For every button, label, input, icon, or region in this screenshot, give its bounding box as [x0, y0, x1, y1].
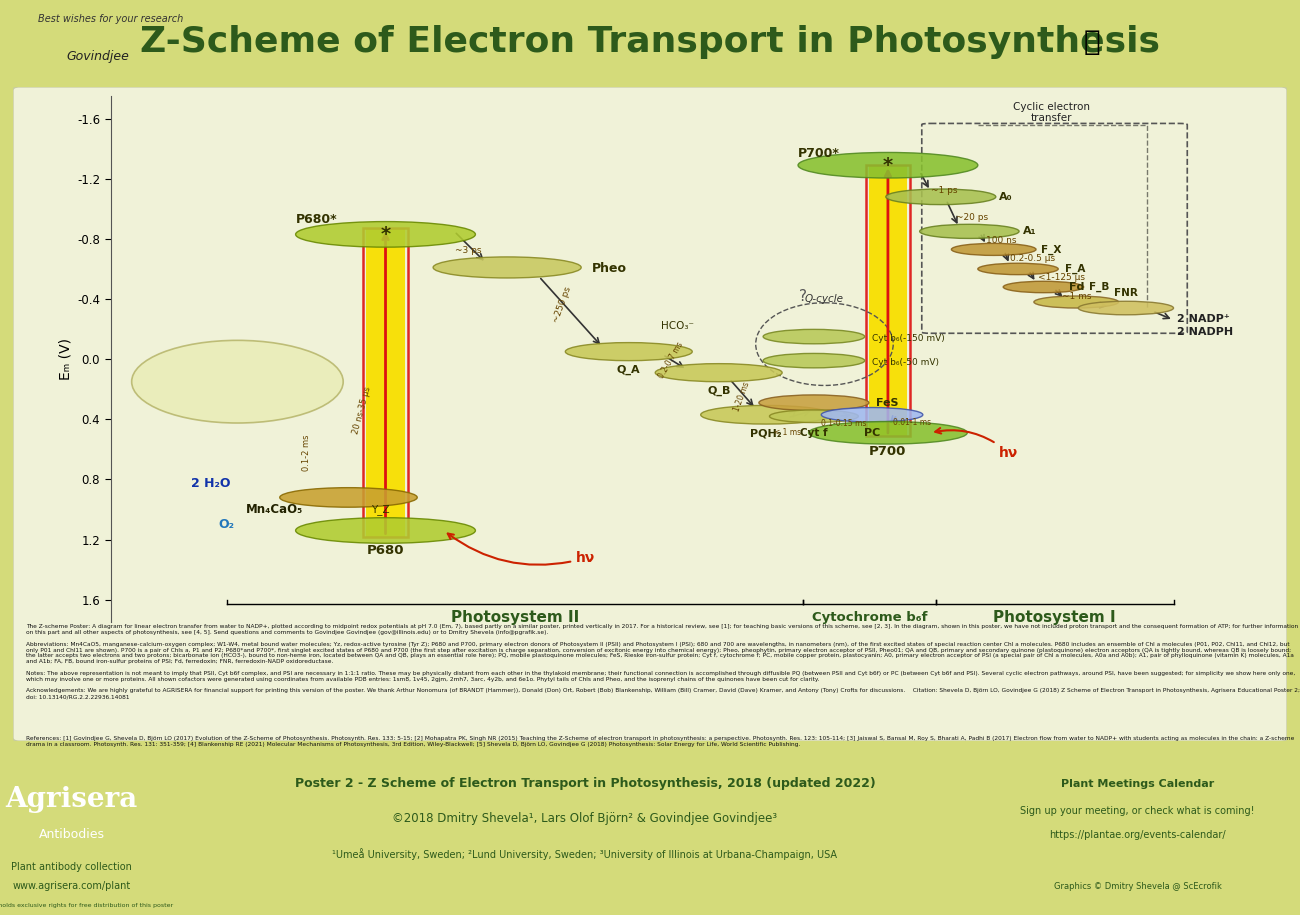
Bar [363, 229, 408, 536]
Circle shape [295, 221, 476, 247]
Text: Cyt b₆(-150 mV): Cyt b₆(-150 mV) [872, 334, 945, 342]
Bar [868, 166, 907, 436]
Circle shape [919, 224, 1019, 239]
Text: Cyt f: Cyt f [800, 428, 828, 437]
Text: 🌿: 🌿 [1084, 27, 1100, 56]
Text: Q_B: Q_B [707, 385, 731, 396]
Text: Cyt b₆(-50 mV): Cyt b₆(-50 mV) [872, 358, 939, 367]
Text: A₁: A₁ [1023, 226, 1037, 236]
Text: The Z-scheme Poster: A diagram for linear electron transfer from water to NADP+,: The Z-scheme Poster: A diagram for linea… [26, 624, 1300, 699]
Circle shape [433, 257, 581, 278]
Text: Z-Scheme of Electron Transport in Photosynthesis: Z-Scheme of Electron Transport in Photos… [140, 25, 1160, 59]
Text: F_X: F_X [1041, 244, 1062, 254]
Text: Photosystem II: Photosystem II [451, 610, 580, 625]
Text: Best wishes for your research: Best wishes for your research [38, 14, 183, 24]
Text: Fd: Fd [1069, 282, 1084, 292]
Circle shape [822, 407, 923, 422]
Circle shape [655, 363, 783, 382]
Text: Plant antibody collection: Plant antibody collection [12, 862, 131, 872]
Bar [866, 166, 910, 436]
Circle shape [1034, 296, 1118, 308]
Circle shape [1004, 281, 1084, 293]
Text: Poster 2 - Z Scheme of Electron Transport in Photosynthesis, 2018 (updated 2022): Poster 2 - Z Scheme of Electron Transpor… [295, 777, 875, 791]
Text: F_A: F_A [1065, 264, 1086, 274]
Text: Pheo: Pheo [592, 263, 627, 275]
Text: Plant Meetings Calendar: Plant Meetings Calendar [1061, 779, 1214, 789]
Text: 20 ns-35 μs: 20 ns-35 μs [351, 385, 373, 435]
Text: https://plantae.org/events-calendar/: https://plantae.org/events-calendar/ [1049, 830, 1226, 840]
Text: Photosystem I: Photosystem I [993, 610, 1115, 625]
Text: ~20 ps: ~20 ps [956, 213, 988, 222]
Text: ¹Umeå University, Sweden; ²Lund University, Sweden; ³University of Illinois at U: ¹Umeå University, Sweden; ²Lund Universi… [333, 848, 837, 860]
Circle shape [1078, 301, 1174, 315]
Text: < 1 ms: < 1 ms [774, 428, 801, 437]
Text: 2 H₂O: 2 H₂O [191, 478, 230, 490]
Text: 100 ns: 100 ns [987, 236, 1017, 245]
Text: FNR: FNR [1114, 288, 1138, 298]
Text: Q_A: Q_A [618, 364, 641, 375]
Circle shape [978, 264, 1058, 274]
Text: 2 NADPH: 2 NADPH [1176, 327, 1232, 337]
Text: P700: P700 [870, 445, 906, 458]
Circle shape [295, 518, 476, 544]
Text: Antibodies: Antibodies [39, 828, 104, 842]
Text: HCO₃⁻: HCO₃⁻ [660, 321, 693, 331]
Circle shape [280, 488, 417, 507]
Circle shape [770, 410, 858, 423]
Text: PC: PC [864, 428, 880, 437]
Text: hν: hν [447, 533, 595, 565]
Text: Sign up your meeting, or check what is coming!: Sign up your meeting, or check what is c… [1020, 806, 1254, 816]
Text: FeS: FeS [876, 398, 898, 408]
Text: 0.2-0.7 ms: 0.2-0.7 ms [656, 340, 685, 381]
Circle shape [566, 342, 692, 361]
Text: ~1 ms: ~1 ms [1062, 292, 1092, 300]
Text: P680*: P680* [296, 213, 338, 226]
Text: hν: hν [935, 428, 1018, 460]
Text: Cytochrome b₆f: Cytochrome b₆f [811, 611, 927, 624]
Ellipse shape [131, 340, 343, 423]
Text: O₂: O₂ [218, 518, 235, 531]
Text: 1-20 ms: 1-20 ms [732, 381, 751, 413]
Text: 0.1-0.15 ms: 0.1-0.15 ms [820, 419, 866, 428]
Text: *: * [883, 156, 893, 175]
Circle shape [763, 329, 864, 344]
Text: PQH₂: PQH₂ [750, 428, 783, 438]
Text: ~1 ps: ~1 ps [931, 187, 958, 195]
Circle shape [798, 153, 978, 178]
Text: 0.1-2 ms: 0.1-2 ms [302, 434, 311, 470]
Text: *: * [381, 225, 390, 244]
Text: Mn₄CaO₅: Mn₄CaO₅ [246, 503, 303, 516]
Text: <1-125 μs: <1-125 μs [1039, 273, 1086, 282]
Text: ©2018 Dmitry Shevela¹, Lars Olof Björn² & Govindjee Govindjee³: ©2018 Dmitry Shevela¹, Lars Olof Björn² … [393, 813, 777, 825]
Text: Q-cycle: Q-cycle [805, 294, 844, 304]
Text: Agrisera: Agrisera [5, 786, 138, 813]
Text: References: [1] Govindjee G, Shevela D, Björn LO (2017) Evolution of the Z-Schem: References: [1] Govindjee G, Shevela D, … [26, 737, 1295, 748]
Circle shape [885, 189, 996, 205]
Bar [367, 229, 404, 536]
Text: www.agrisera.com/plant: www.agrisera.com/plant [13, 881, 130, 891]
Circle shape [952, 243, 1036, 255]
Text: Y_Z: Y_Z [370, 504, 390, 515]
Text: Govindjee: Govindjee [66, 50, 129, 63]
Text: P680: P680 [367, 544, 404, 556]
Text: 2 NADP⁺: 2 NADP⁺ [1176, 314, 1230, 324]
Circle shape [809, 422, 967, 444]
Circle shape [701, 405, 832, 424]
FancyBboxPatch shape [13, 87, 1287, 741]
Text: 0.2-0.5 μs: 0.2-0.5 μs [1010, 254, 1054, 263]
Text: F_B: F_B [1089, 282, 1109, 292]
Text: Cyclic electron
transfer: Cyclic electron transfer [1014, 102, 1091, 124]
Circle shape [759, 395, 868, 411]
Text: Agrisera holds exclusive rights for free distribution of this poster: Agrisera holds exclusive rights for free… [0, 903, 173, 908]
Circle shape [763, 353, 864, 368]
Y-axis label: Eₘ (V): Eₘ (V) [58, 339, 73, 380]
Text: A₀: A₀ [998, 192, 1013, 202]
Text: P700*: P700* [798, 146, 840, 160]
Text: ~3 ps: ~3 ps [455, 246, 481, 255]
Text: ?: ? [800, 288, 807, 304]
Text: ~250 ps: ~250 ps [551, 285, 573, 324]
Text: Graphics © Dmitry Shevela @ ScEcrofik: Graphics © Dmitry Shevela @ ScEcrofik [1053, 882, 1222, 890]
Text: 0.01-1 ms: 0.01-1 ms [893, 418, 931, 426]
